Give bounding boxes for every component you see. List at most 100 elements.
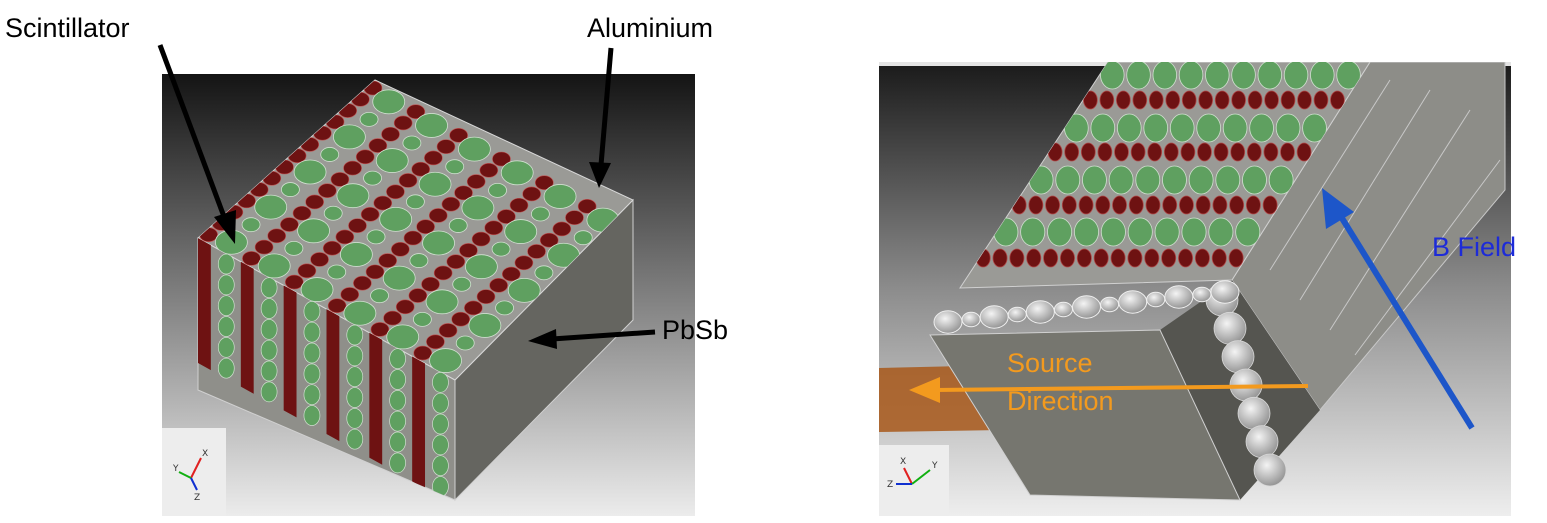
aluminium-rod	[398, 173, 418, 188]
scintillator-rod	[323, 205, 343, 221]
aluminium-rod	[381, 126, 400, 142]
rod-sphere	[1245, 425, 1279, 459]
scintillator-rod	[297, 218, 330, 244]
scintillator-rod	[1268, 165, 1294, 195]
axis-triad-icon: X Y Z	[172, 449, 208, 503]
scintillator-rod	[1135, 165, 1161, 195]
aluminium-label: Aluminium	[587, 13, 713, 43]
aluminium-rod	[1114, 142, 1129, 162]
scintillator-rod	[432, 413, 449, 435]
aluminium-rod	[1161, 248, 1177, 268]
aluminium-rod	[1297, 90, 1312, 110]
scintillator-rod	[530, 206, 550, 222]
aluminium-rod	[1095, 195, 1111, 215]
scintillator-rod	[1242, 165, 1267, 195]
aluminium-rod	[466, 174, 486, 189]
tube-end	[933, 310, 963, 334]
scintillator-rod	[432, 455, 449, 477]
scintillator-rod	[405, 194, 425, 210]
scintillator-rod	[217, 253, 235, 275]
scintillator-rod	[422, 230, 455, 256]
aluminium-rod	[1093, 248, 1109, 268]
aluminium-rod	[992, 248, 1008, 268]
scintillator-rod	[327, 264, 347, 280]
scintillator-rod	[336, 183, 370, 209]
scintillator-rod	[1082, 165, 1107, 195]
aluminium-rod	[1076, 248, 1092, 268]
scintillator-rod	[366, 229, 386, 245]
scintillator-rod	[415, 113, 448, 138]
scintillator-rod	[363, 170, 382, 186]
scintillator-rod	[1181, 217, 1207, 247]
aluminium-rod	[464, 300, 483, 316]
aluminium-rod	[1045, 195, 1061, 215]
aluminium-rod	[1080, 142, 1096, 162]
aluminium-rod	[335, 229, 355, 245]
tube-end	[961, 311, 981, 328]
aluminium-rod	[1280, 90, 1296, 110]
scintillator-rod	[1169, 113, 1195, 143]
aluminium-rod	[1028, 195, 1044, 215]
aluminium-rod	[1247, 90, 1263, 110]
scintillator-rod	[217, 295, 235, 317]
aluminium-rod	[310, 252, 329, 267]
scintillator-rod	[389, 410, 406, 432]
scintillator-rod	[412, 311, 432, 327]
source-arrow	[909, 377, 1309, 403]
tube-end	[1100, 296, 1120, 313]
aluminium-rod	[1009, 248, 1025, 268]
scintillator-rod	[1336, 62, 1361, 90]
scintillator-rod	[284, 240, 304, 256]
aluminium-rod	[1116, 90, 1131, 110]
axis-x-label: X	[202, 449, 208, 459]
aluminium-stripe	[240, 261, 254, 394]
scintillator-rod	[504, 219, 538, 244]
aluminium-rod	[403, 230, 423, 246]
scintillator-rod	[389, 431, 406, 453]
aluminium-rod	[501, 266, 521, 282]
aluminium-rod	[514, 255, 534, 271]
scintillator-rod	[1162, 165, 1187, 195]
scintillator-rod	[1205, 62, 1230, 90]
aluminium-rod	[1083, 90, 1098, 110]
source-label-line2: Direction	[1007, 386, 1114, 416]
scintillator-rod	[543, 184, 577, 209]
scintillator-rod	[445, 159, 465, 175]
scintillator-rod	[303, 384, 321, 406]
aluminium-rod	[1228, 248, 1244, 268]
aluminium-rod	[370, 322, 390, 337]
scintillator-rod	[1196, 113, 1221, 143]
rod-sphere	[1253, 453, 1287, 487]
scintillator-rod	[241, 217, 261, 233]
aluminium-stripe	[283, 285, 297, 418]
aluminium-rod	[449, 128, 468, 143]
tube-end	[1118, 290, 1148, 314]
aluminium-rod	[1330, 90, 1345, 110]
scintillator-rod	[303, 301, 321, 322]
scintillator-rod	[573, 230, 593, 246]
axis-z-label-right: Z	[887, 480, 893, 490]
aluminium-rod	[368, 138, 388, 153]
aluminium-rod	[438, 323, 458, 338]
aluminium-stripe	[198, 238, 211, 371]
aluminium-rod	[1245, 195, 1261, 215]
aluminium-rod	[446, 254, 466, 269]
aluminium-rod	[527, 244, 546, 259]
scintillator-rod	[488, 182, 507, 198]
scintillator-rod	[464, 254, 498, 280]
aluminium-rod	[284, 274, 304, 290]
scintillator-rod	[260, 360, 278, 382]
aluminium-rod	[1213, 142, 1229, 162]
scintillator-rod	[1143, 113, 1169, 143]
scintillator-rod	[303, 321, 321, 343]
tube-end	[1025, 300, 1055, 324]
aluminium-rod	[317, 183, 337, 198]
scintillator-rod	[260, 319, 278, 340]
aluminium-rod	[1130, 142, 1146, 162]
aluminium-rod	[1198, 90, 1214, 110]
scintillator-rod	[346, 428, 364, 450]
aluminium-rod	[1128, 195, 1144, 215]
scintillator-rod	[1020, 217, 1046, 247]
scintillator-rod	[389, 390, 406, 411]
scintillator-rod	[500, 160, 534, 186]
